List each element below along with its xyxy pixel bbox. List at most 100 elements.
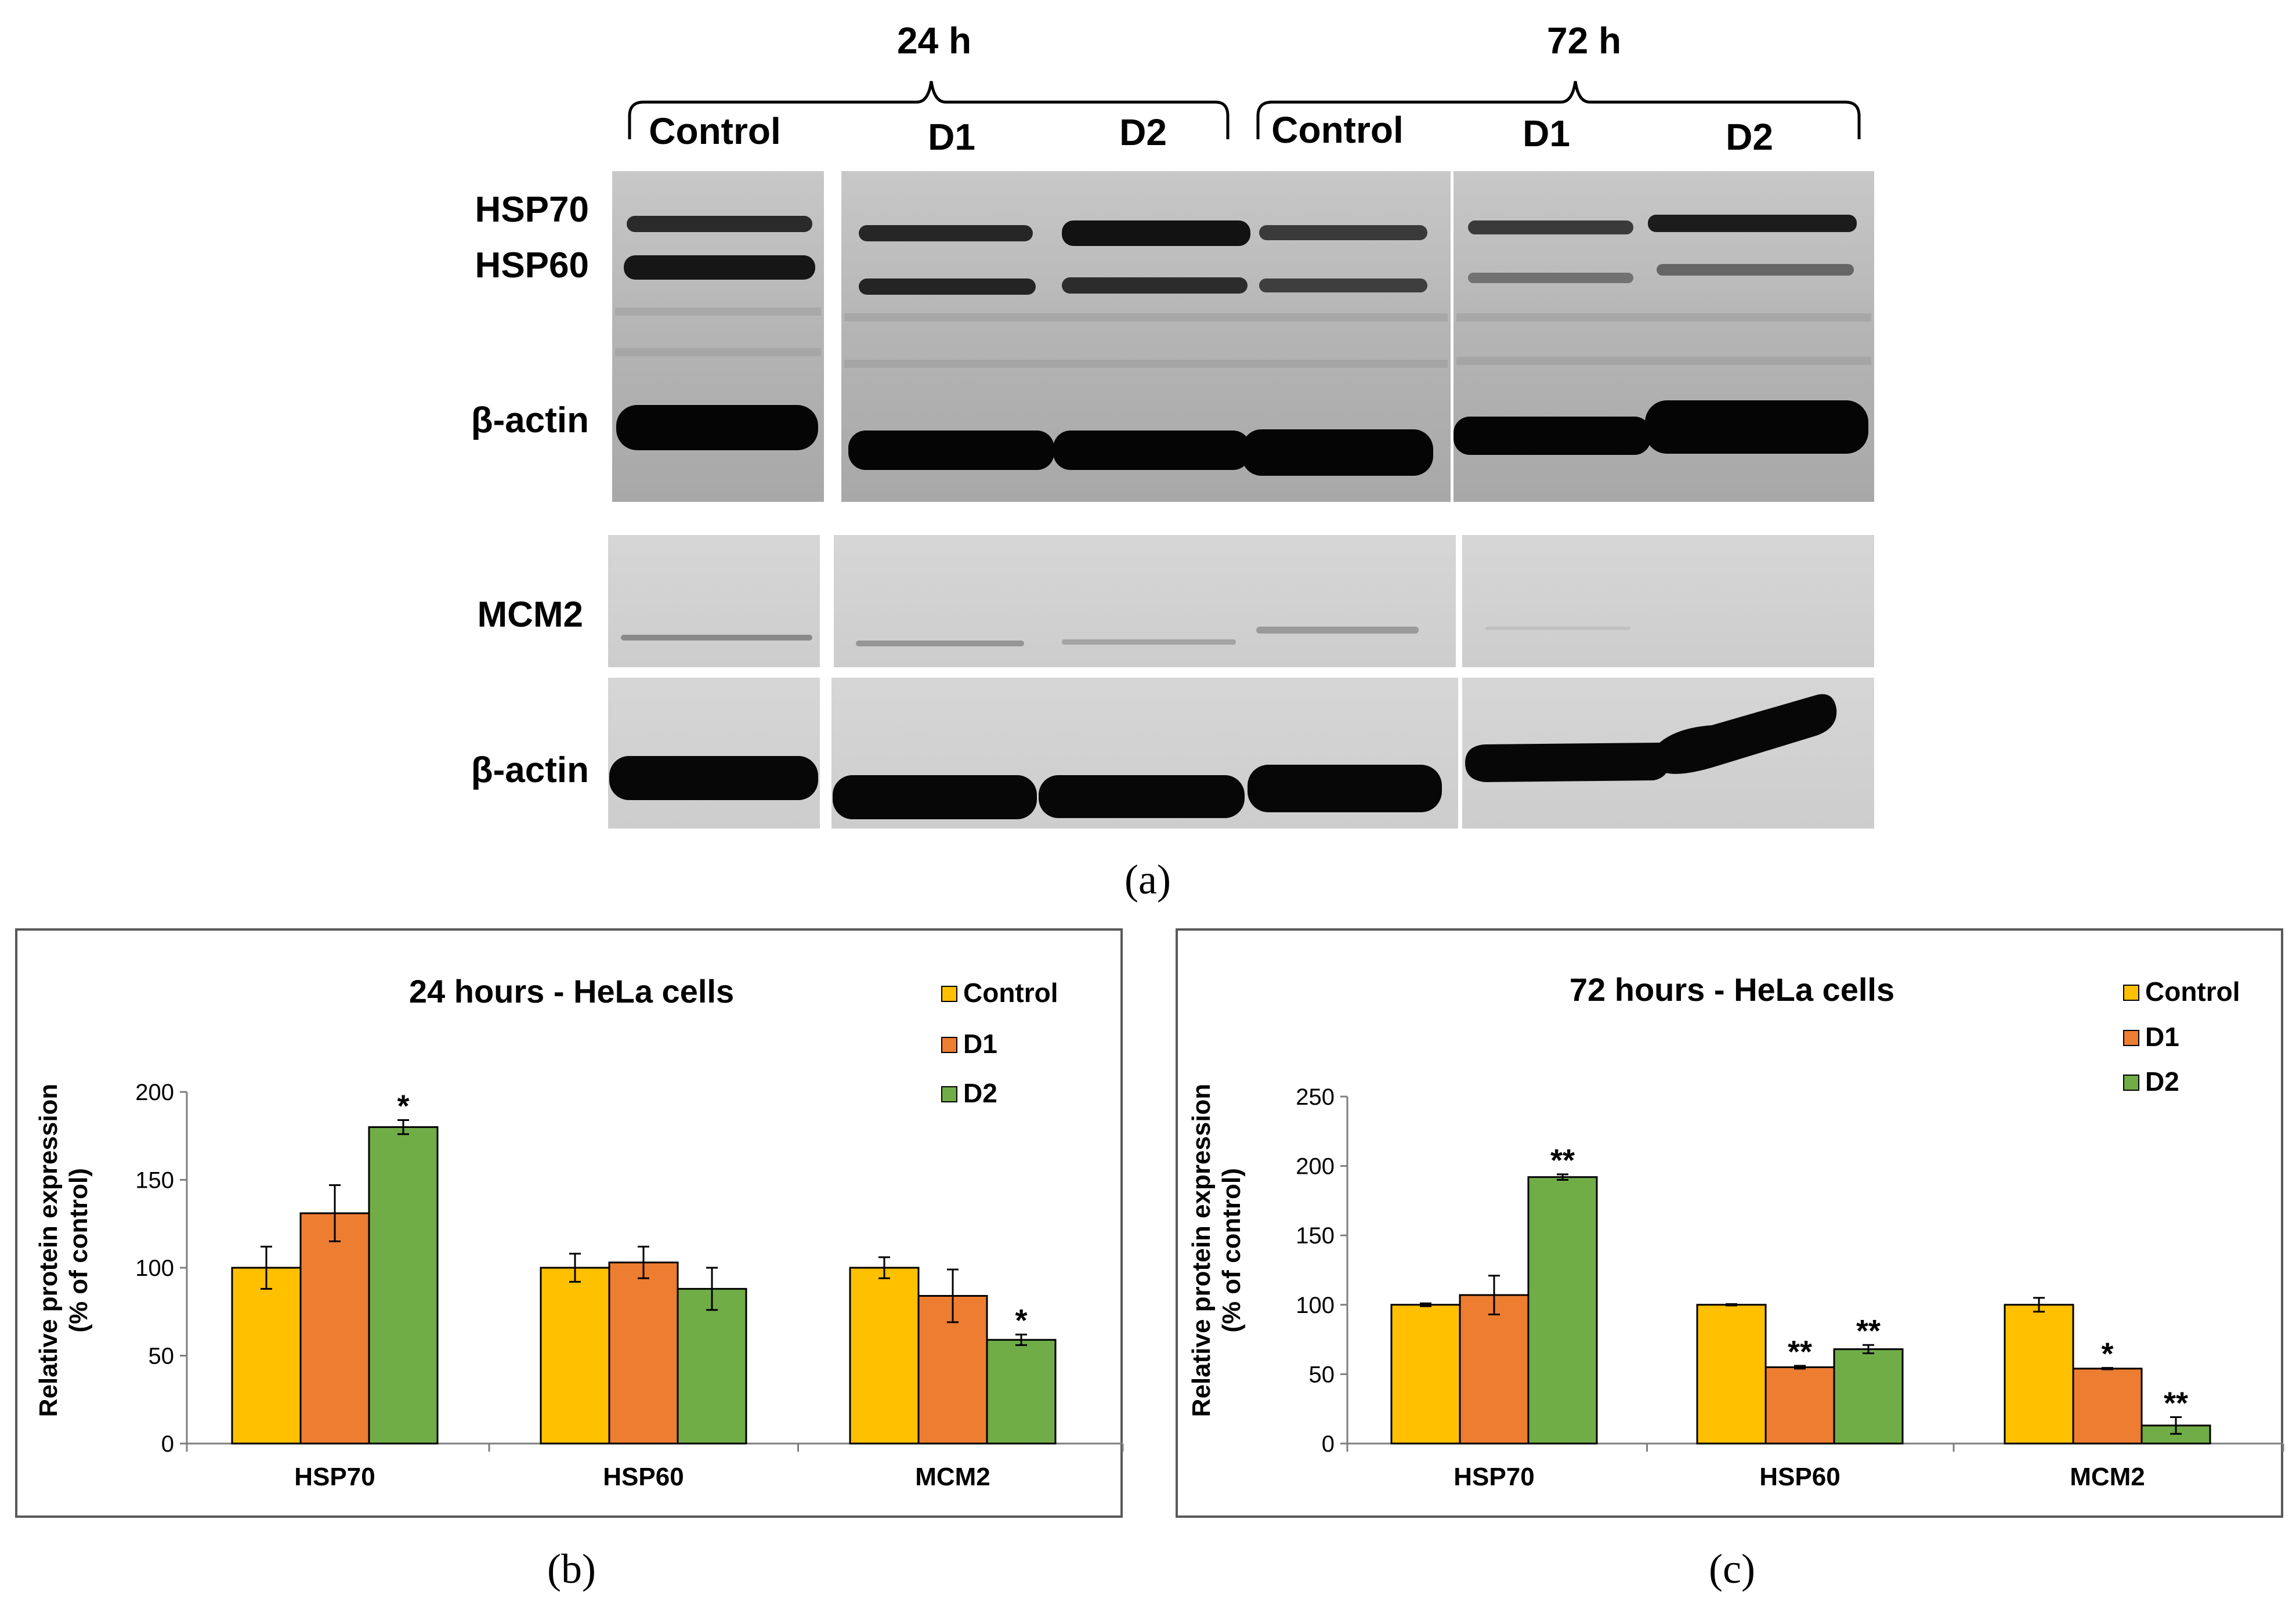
error-bar-b-control-hsp60 bbox=[569, 1253, 581, 1283]
band-hsp60-24h-control bbox=[624, 255, 815, 280]
group-label-72h: 72 h bbox=[1547, 20, 1621, 62]
error-bar-b-d1-hsp60 bbox=[638, 1246, 649, 1279]
y-axis-label-b-line1: Relative protein expression bbox=[34, 1084, 63, 1417]
band-hsp60-72h-d1 bbox=[1468, 273, 1633, 283]
y-axis-label-c-line2: (% of control) bbox=[1217, 1168, 1246, 1333]
bar-c-d1-mcm2 bbox=[2072, 1368, 2143, 1445]
y-tick-label-c: 50 bbox=[1309, 1362, 1335, 1387]
legend-swatch-control-c bbox=[2123, 985, 2139, 1001]
bar-c-d1-hsp60 bbox=[1765, 1366, 1835, 1445]
group-label-24h: 24 h bbox=[897, 20, 971, 62]
y-axis-label-c-line1: Relative protein expression bbox=[1187, 1084, 1216, 1417]
error-bar-c-d1-mcm2 bbox=[2102, 1367, 2113, 1370]
band-mcm2-24h-d1 bbox=[856, 641, 1024, 646]
band-mcm2-72h-control bbox=[1256, 627, 1419, 634]
row-label-beta-actin-top: β-actin bbox=[471, 400, 589, 440]
legend-b: Control D1 D2 bbox=[941, 978, 1058, 1108]
panel-c-caption: (c) bbox=[1709, 1546, 1755, 1592]
significance-mark-c-d1-hsp60: ** bbox=[1788, 1334, 1812, 1369]
x-tick-label-c: MCM2 bbox=[2070, 1463, 2145, 1491]
band-actin2-24h-d1 bbox=[833, 775, 1037, 819]
bar-b-d2-hsp70 bbox=[368, 1126, 439, 1445]
panel-b-caption: (b) bbox=[547, 1546, 596, 1592]
bar-b-d2-hsp60 bbox=[677, 1287, 747, 1445]
y-tick-label-b: 200 bbox=[135, 1080, 174, 1105]
row-label-hsp70: HSP70 bbox=[475, 190, 589, 230]
band-actin2-24h-control bbox=[609, 756, 818, 800]
significance-mark-b-d2-mcm2: * bbox=[1015, 1303, 1027, 1338]
y-axis-label-c: Relative protein expression (% of contro… bbox=[1187, 1084, 1246, 1417]
band-actin2-24h-d2 bbox=[1039, 775, 1245, 818]
band-mcm2-24h-d2 bbox=[1062, 639, 1236, 645]
band-hsp70-72h-d2 bbox=[1648, 215, 1857, 232]
significance-mark-c-d2-hsp70: ** bbox=[1550, 1143, 1575, 1178]
y-tick-label-b: 0 bbox=[161, 1431, 174, 1457]
band-actin-24h-d1 bbox=[848, 431, 1054, 470]
band-mcm2-24h-control bbox=[621, 635, 812, 641]
lane-label-72h-d1: D1 bbox=[1523, 113, 1570, 154]
brace-24h bbox=[628, 81, 1230, 139]
y-tick-label-b: 150 bbox=[135, 1168, 174, 1193]
row-label-hsp60: HSP60 bbox=[475, 245, 589, 285]
legend-c: Control D1 D2 bbox=[2123, 976, 2240, 1097]
error-bar-c-d2-hsp60 bbox=[1863, 1344, 1874, 1355]
bar-c-control-hsp70 bbox=[1390, 1304, 1461, 1445]
bar-c-d2-hsp70 bbox=[1527, 1176, 1598, 1445]
gel-mcm2 bbox=[608, 535, 1874, 667]
y-tick-label-c: 0 bbox=[1322, 1431, 1335, 1457]
chart-title-b: 24 hours - HeLa cells bbox=[409, 973, 734, 1010]
gel-actin-bottom bbox=[608, 678, 1874, 829]
y-axis-label-b-line2: (% of control) bbox=[64, 1168, 93, 1333]
bar-b-control-hsp60 bbox=[540, 1267, 610, 1445]
band-actin-24h-control bbox=[616, 405, 818, 450]
lane-label-24h-control: Control bbox=[649, 110, 781, 152]
band-actin2-72h-control bbox=[1248, 765, 1442, 812]
legend-label-control-c: Control bbox=[2145, 976, 2240, 1007]
bar-b-d1-hsp70 bbox=[299, 1212, 370, 1445]
x-tick-label-b: MCM2 bbox=[915, 1463, 990, 1491]
band-actin2-72h-d1 bbox=[1465, 743, 1671, 782]
significance-mark-c-d2-mcm2: ** bbox=[2164, 1386, 2188, 1421]
significance-mark-b-d2-hsp70: * bbox=[397, 1088, 409, 1123]
band-actin-24h-d2 bbox=[1053, 431, 1250, 470]
legend-swatch-d2-b bbox=[941, 1086, 957, 1102]
bar-b-d1-hsp60 bbox=[608, 1261, 679, 1445]
x-tick-label-c: HSP60 bbox=[1759, 1463, 1840, 1491]
y-tick-label-c: 250 bbox=[1296, 1084, 1335, 1110]
band-mcm2-72h-d1 bbox=[1485, 627, 1630, 630]
y-tick-label-b: 100 bbox=[135, 1256, 174, 1281]
plot-area-b: 0 50 100 150 200 HSP70 HSP60 MCM2 * * bbox=[135, 1080, 1124, 1491]
legend-label-d2-c: D2 bbox=[2145, 1066, 2179, 1097]
x-tick-label-b: HSP60 bbox=[603, 1463, 684, 1491]
bar-b-control-mcm2 bbox=[849, 1267, 920, 1445]
band-hsp60-72h-d2 bbox=[1657, 264, 1854, 276]
band-hsp60-24h-d2 bbox=[1062, 277, 1248, 294]
row-label-beta-actin-bottom: β-actin bbox=[471, 750, 589, 790]
band-hsp70-72h-d1 bbox=[1468, 220, 1633, 234]
legend-label-d1-b: D1 bbox=[963, 1029, 997, 1059]
panel-b-chart: 24 hours - HeLa cells Relative protein e… bbox=[15, 928, 1124, 1592]
error-bar-b-control-hsp70 bbox=[261, 1246, 272, 1290]
band-actin-72h-d1 bbox=[1453, 417, 1651, 455]
error-bar-c-d2-hsp70 bbox=[1557, 1173, 1568, 1181]
x-tick-label-b: HSP70 bbox=[294, 1463, 375, 1491]
error-bar-c-d2-mcm2 bbox=[2170, 1416, 2182, 1435]
band-actin2-72h-d2 bbox=[1651, 694, 1837, 774]
bar-b-d1-mcm2 bbox=[917, 1294, 988, 1445]
significance-mark-c-d1-mcm2: * bbox=[2101, 1337, 2113, 1372]
error-bar-b-d1-hsp70 bbox=[329, 1184, 341, 1243]
y-tick-label-b: 50 bbox=[149, 1344, 175, 1369]
error-bar-b-d2-hsp60 bbox=[706, 1267, 718, 1311]
legend-swatch-control-b bbox=[941, 986, 957, 1002]
legend-swatch-d1-c bbox=[2123, 1030, 2139, 1046]
legend-swatch-d1-b bbox=[941, 1037, 957, 1053]
error-bar-b-control-mcm2 bbox=[878, 1256, 890, 1279]
x-tick-label-c: HSP70 bbox=[1453, 1463, 1534, 1491]
error-bar-c-d1-hsp60 bbox=[1794, 1365, 1806, 1370]
bar-b-control-hsp70 bbox=[231, 1267, 302, 1445]
error-bar-c-control-hsp70 bbox=[1420, 1302, 1431, 1307]
error-bar-b-d2-hsp70 bbox=[397, 1119, 409, 1135]
band-hsp60-24h-d1 bbox=[859, 278, 1036, 295]
